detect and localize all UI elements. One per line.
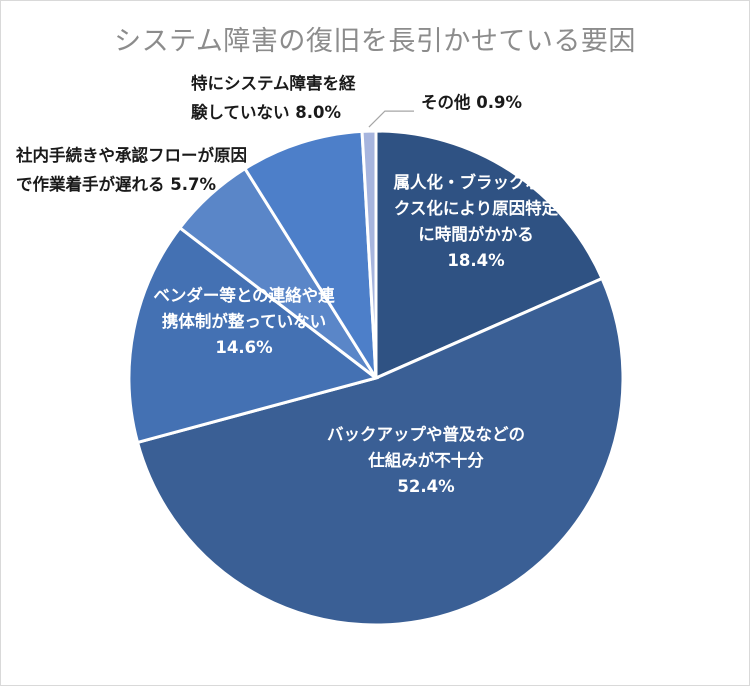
slice-label-5: その他 0.9%	[421, 92, 522, 112]
slice-category-label: 社内手続きや承認フローが原因	[15, 145, 247, 165]
leader-line-other	[368, 110, 414, 128]
slice-category-label: 特にシステム障害を経	[191, 73, 356, 93]
chart-title: システム障害の復旧を長引かせている要因	[114, 26, 636, 57]
slice-category-label: に時間がかかる	[418, 224, 534, 244]
slice-category-label: バックアップや普及などの	[327, 424, 525, 444]
pie-slice-0	[374, 129, 605, 381]
slice-category-label: 携体制が整っていない	[162, 311, 326, 331]
slice-category-label: 属人化・ブラックボッ	[394, 172, 559, 192]
pie-slice-4	[242, 129, 378, 379]
slice-category-label: で作業着手が遅れる 5.7%	[16, 174, 216, 194]
slice-category-label: ベンダー等との連絡や連	[153, 285, 335, 305]
slice-percent-label: 18.4%	[447, 251, 505, 270]
slice-percent-label: 52.4%	[397, 477, 455, 496]
pie-slice-1	[135, 276, 625, 627]
pie-slice-5	[360, 129, 378, 379]
slice-category-label: その他 0.9%	[421, 92, 522, 112]
slice-category-label: 仕組みが不十分	[367, 450, 484, 470]
slice-category-label: クス化により原因特定	[394, 198, 559, 218]
pie-slice-2	[127, 225, 380, 445]
slice-percent-label: 14.6%	[215, 338, 273, 357]
slice-category-label: 験していない 8.0%	[191, 102, 341, 122]
